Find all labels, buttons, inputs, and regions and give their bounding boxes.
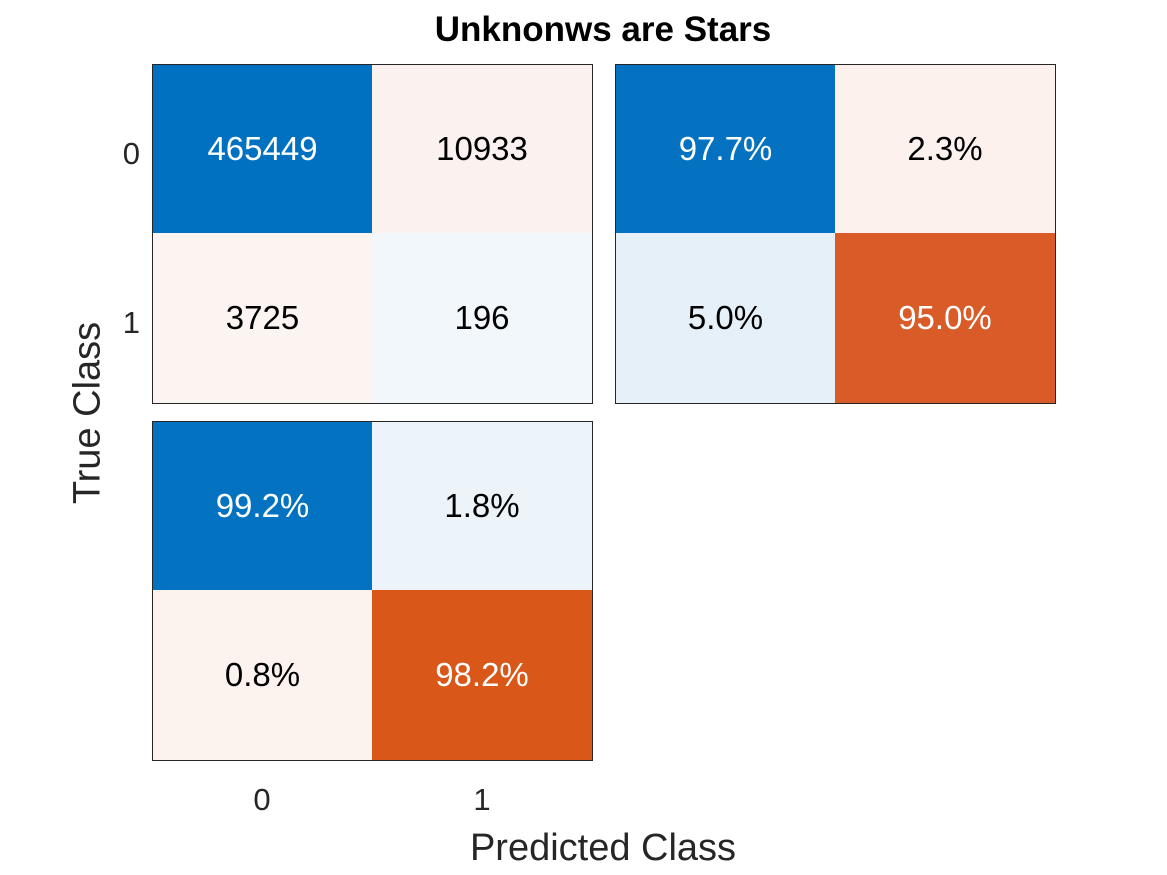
confusion-matrix-row-percent: 97.7% 2.3% 5.0% 95.0% <box>615 64 1056 404</box>
heatmap-cell-column_normalized-r0-c0: 99.2% <box>152 421 373 591</box>
x-tick-label-0: 0 <box>253 782 271 817</box>
chart-title: Unknonws are Stars <box>434 10 772 49</box>
heatmap-cell-counts-r0-c0: 465449 <box>152 64 373 234</box>
y-axis-label: True Class <box>66 321 109 505</box>
y-tick-label-1: 1 <box>122 305 140 340</box>
confusion-matrix-counts: 465449 10933 3725 196 <box>152 64 593 404</box>
x-axis-label: Predicted Class <box>469 827 737 869</box>
confusion-matrix-column-percent: 99.2% 1.8% 0.8% 98.2% <box>152 421 593 761</box>
heatmap-cell-row_normalized-r1-c1: 95.0% <box>835 233 1056 404</box>
heatmap-cell-column_normalized-r1-c1: 98.2% <box>372 590 593 761</box>
x-tick-label-1: 1 <box>473 782 491 817</box>
heatmap-cell-counts-r1-c1: 196 <box>372 233 593 404</box>
heatmap-cell-column_normalized-r0-c1: 1.8% <box>372 421 593 591</box>
heatmap-cell-column_normalized-r1-c0: 0.8% <box>152 590 373 761</box>
heatmap-cell-counts-r1-c0: 3725 <box>152 233 373 404</box>
heatmap-cell-row_normalized-r0-c0: 97.7% <box>615 64 836 234</box>
heatmap-cell-counts-r0-c1: 10933 <box>372 64 593 234</box>
y-tick-label-0: 0 <box>122 136 140 171</box>
heatmap-cell-row_normalized-r0-c1: 2.3% <box>835 64 1056 234</box>
heatmap-cell-row_normalized-r1-c0: 5.0% <box>615 233 836 404</box>
